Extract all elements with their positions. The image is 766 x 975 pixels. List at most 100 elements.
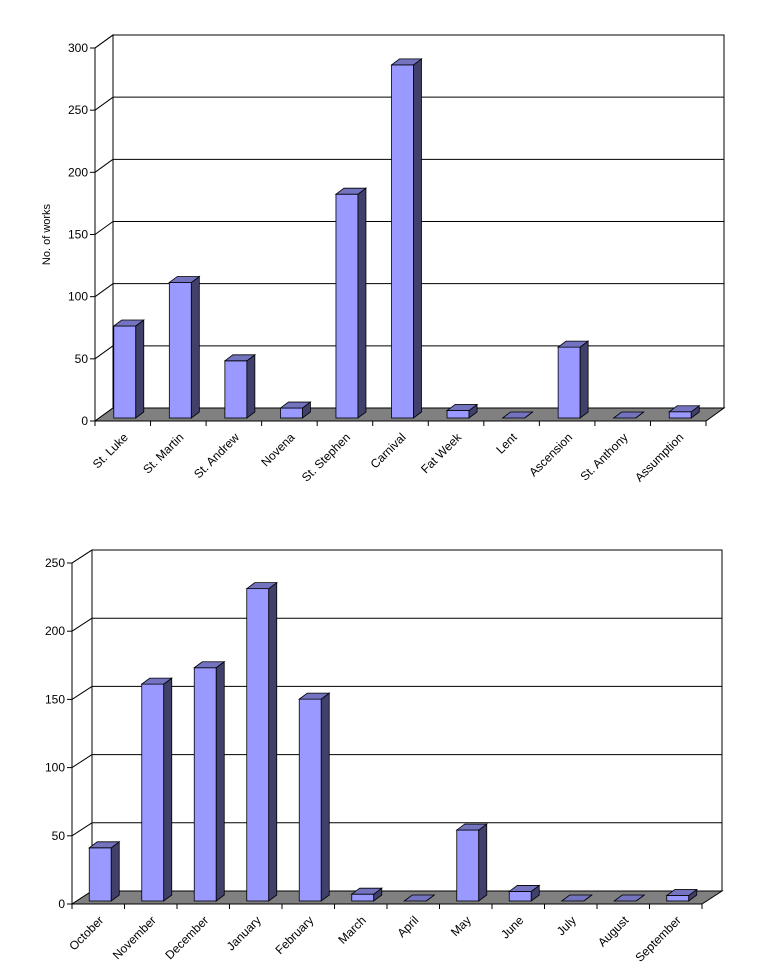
y-tick-label: 150 xyxy=(45,692,65,706)
bar-front xyxy=(668,411,692,419)
gridline-side xyxy=(71,822,93,837)
back-wall xyxy=(91,549,723,892)
bar-december xyxy=(193,660,226,902)
bar-st-andrew xyxy=(223,354,257,419)
y-axis-label: No. of works xyxy=(41,203,53,265)
bar-st-stephen xyxy=(334,187,368,419)
x-tick-label: October xyxy=(66,913,106,953)
bar-front xyxy=(88,847,112,902)
bar-st-martin xyxy=(168,275,201,419)
bar-july xyxy=(560,894,593,902)
y-tick-label: 200 xyxy=(68,165,88,179)
bar-side xyxy=(110,841,120,902)
bar-top xyxy=(88,841,121,849)
y-tick-label: 250 xyxy=(45,556,65,570)
bar-top xyxy=(501,411,534,419)
bar-february xyxy=(298,692,331,902)
bar-top xyxy=(350,887,383,895)
x-tick-label: August xyxy=(595,913,632,950)
bar-side xyxy=(357,187,367,419)
bar-top xyxy=(140,677,173,685)
y-tick-label: 250 xyxy=(68,103,88,117)
bar-front xyxy=(141,683,165,902)
x-tick-label: Fat Week xyxy=(418,430,465,477)
bar-fat-week xyxy=(445,403,479,419)
x-tick-label: December xyxy=(162,913,211,962)
y-tick-label: 50 xyxy=(75,352,89,366)
bar-top xyxy=(445,404,479,411)
bar-st-anthony xyxy=(612,411,645,419)
bar-novena xyxy=(279,401,312,419)
bar-front xyxy=(456,829,480,902)
y-tick-label: 0 xyxy=(81,414,88,428)
x-tick-label: April xyxy=(394,913,421,940)
gridline-side xyxy=(94,158,114,173)
gridline-side xyxy=(71,685,93,700)
bar-ascension xyxy=(556,340,590,419)
y-tick-label: 100 xyxy=(45,761,65,775)
bar-top xyxy=(668,405,701,413)
x-tick-label: November xyxy=(110,913,159,962)
bar-front xyxy=(113,325,137,419)
bar-front xyxy=(351,893,375,902)
bar-side xyxy=(320,692,330,902)
x-tick-label: St. Martin xyxy=(140,430,186,476)
bar-top xyxy=(613,894,646,902)
bar-front xyxy=(666,895,690,902)
bar-september xyxy=(665,888,698,902)
gridline-side xyxy=(71,617,93,632)
bar-side xyxy=(268,581,278,902)
bar-top xyxy=(193,661,226,669)
gridline-side xyxy=(71,754,93,769)
bar-april xyxy=(403,894,436,902)
bar-front xyxy=(224,360,248,419)
x-tick-label: St. Luke xyxy=(90,430,131,471)
x-tick-label: St. Anthony xyxy=(577,430,630,483)
bar-top xyxy=(223,354,257,362)
bar-side xyxy=(478,823,488,902)
bar-march xyxy=(350,887,383,902)
bar-top xyxy=(612,411,645,419)
y-tick-label: 0 xyxy=(58,897,65,911)
bar-top xyxy=(334,187,368,195)
bar-side xyxy=(135,319,145,419)
bar-may xyxy=(455,823,488,902)
bar-top xyxy=(560,894,593,902)
bar-front xyxy=(446,410,470,419)
bar-top xyxy=(168,276,201,283)
y-tick-label: 150 xyxy=(68,228,88,242)
bar-january xyxy=(245,581,278,902)
bar-front xyxy=(168,282,192,419)
bar-top xyxy=(403,894,436,902)
bar-assumption xyxy=(668,404,701,419)
x-tick-label: March xyxy=(335,913,368,946)
x-tick-label: St. Andrew xyxy=(191,430,242,481)
bar-side xyxy=(246,354,256,419)
bar-st-luke xyxy=(112,319,145,419)
bar-front xyxy=(193,667,217,902)
bar-front xyxy=(298,698,322,902)
bar-top xyxy=(665,889,698,896)
x-tick-label: January xyxy=(224,913,264,953)
x-tick-label: June xyxy=(498,913,527,942)
bar-side xyxy=(215,660,225,902)
bar-lent xyxy=(501,411,534,419)
bar-front xyxy=(391,64,414,419)
bar-front xyxy=(335,193,359,419)
bar-top xyxy=(245,582,278,590)
bar-october xyxy=(88,841,121,902)
y-tick-label: 200 xyxy=(45,624,65,638)
bar-top xyxy=(556,340,590,348)
bar-front xyxy=(508,891,532,902)
bar-november xyxy=(140,677,173,902)
bar-top xyxy=(112,319,145,327)
bar-june xyxy=(508,884,541,902)
gridline-side xyxy=(71,549,93,564)
gridline-side xyxy=(94,345,114,360)
x-tick-label: May xyxy=(448,913,474,939)
bar-carnival xyxy=(390,58,423,419)
y-tick-label: 300 xyxy=(68,41,88,55)
x-tick-label: St. Stephen xyxy=(299,430,353,484)
bar-top xyxy=(298,692,331,700)
